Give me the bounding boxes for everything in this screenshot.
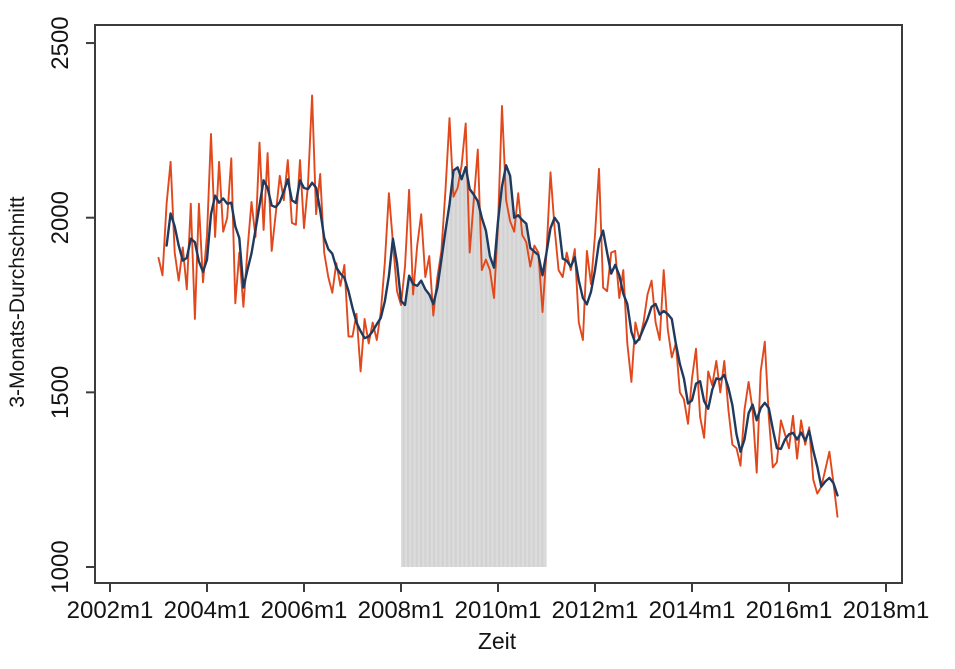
series-layer (157, 94, 839, 518)
y-axis-title: 3-Monats-Durchschnitt (6, 196, 29, 407)
x-tick-label: 2006m1 (261, 597, 348, 624)
x-tick-label: 2016m1 (746, 597, 833, 624)
y-tick-label: 2000 (47, 191, 74, 244)
x-tick-label: 2012m1 (552, 597, 639, 624)
y-tick-label: 2500 (47, 16, 74, 69)
x-tick-label: 2014m1 (649, 597, 736, 624)
shaded-region-layer (401, 165, 547, 568)
x-tick-label: 2004m1 (164, 597, 251, 624)
shaded-region (401, 165, 547, 568)
y-tick-label: 1000 (47, 540, 74, 593)
x-tick-label: 2008m1 (358, 597, 445, 624)
y-tick-label: 1500 (47, 366, 74, 419)
x-tick-label: 2010m1 (455, 597, 542, 624)
x-axis-title: Zeit (478, 628, 517, 654)
average-series-line (165, 164, 839, 497)
y-axis-ticks: 1000 1500 2000 2500 (47, 16, 95, 594)
x-tick-label: 2002m1 (67, 597, 154, 624)
x-axis-ticks: 2002m1 2004m1 2006m1 2008m1 2010m1 2012m1 2014… (67, 583, 930, 624)
x-tick-label: 2018m1 (843, 597, 930, 624)
